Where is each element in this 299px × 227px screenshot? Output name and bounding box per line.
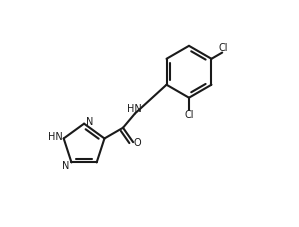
Text: HN: HN [127,104,142,114]
Text: Cl: Cl [184,110,194,120]
Text: O: O [134,138,141,148]
Text: Cl: Cl [219,43,228,53]
Text: HN: HN [48,132,63,142]
Text: N: N [86,117,93,127]
Text: N: N [62,161,69,171]
